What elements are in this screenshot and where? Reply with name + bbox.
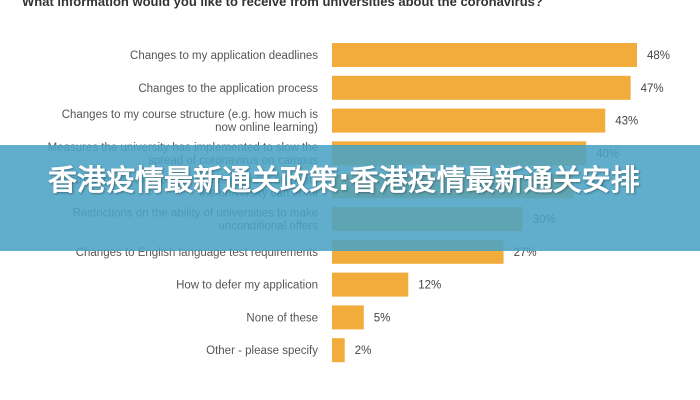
bar-1 xyxy=(332,75,631,100)
value-label-6: 27% xyxy=(514,247,537,259)
value-label-7: 12% xyxy=(418,280,441,292)
bar-7 xyxy=(332,272,409,297)
value-label-8: 5% xyxy=(374,312,391,324)
category-label-8: None of these xyxy=(246,312,318,324)
category-label-6: Changes to English language test require… xyxy=(76,247,319,259)
headline-banner: 香港疫情最新通关政策:香港疫情最新通关安排 xyxy=(0,145,700,251)
bar-8 xyxy=(332,305,364,330)
bar-0 xyxy=(332,43,637,67)
value-label-2: 43% xyxy=(615,116,638,128)
headline-text: 香港疫情最新通关政策:香港疫情最新通关安排 xyxy=(48,163,640,197)
value-label-9: 2% xyxy=(355,345,372,357)
bar-2 xyxy=(332,108,606,133)
category-label-7: How to defer my application xyxy=(176,280,318,292)
category-label-9: Other - please specify xyxy=(206,345,318,357)
value-label-0: 48% xyxy=(647,50,670,62)
bar-9 xyxy=(332,338,345,363)
category-label-1: Changes to the application process xyxy=(138,83,318,95)
value-label-1: 47% xyxy=(641,83,664,95)
chart-title: What information would you like to recei… xyxy=(22,0,543,9)
category-label-2: Changes to my course structure (e.g. how… xyxy=(62,109,319,134)
category-label-0: Changes to my application deadlines xyxy=(130,50,318,62)
